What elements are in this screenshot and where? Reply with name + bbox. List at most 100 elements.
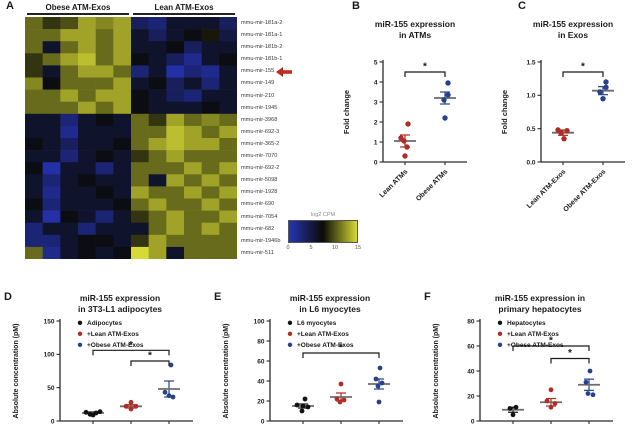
heatmap-cell — [42, 222, 61, 236]
significance-bracket — [512, 345, 590, 351]
data-point — [603, 84, 609, 91]
y-tick-label: 80 — [257, 338, 265, 345]
heatmap-cell — [113, 29, 132, 42]
data-point — [441, 97, 447, 103]
heatmap-cell — [42, 186, 61, 199]
y-tick-label: 80 — [467, 318, 475, 325]
panel-c-label: C — [518, 0, 526, 12]
data-point — [376, 399, 382, 405]
heatmap-cell — [78, 53, 96, 66]
heatmap-cell — [166, 101, 185, 115]
y-tick-label: 20 — [467, 393, 475, 400]
heatmap-cell — [201, 17, 220, 30]
heatmap-cell — [184, 113, 202, 127]
heatmap-cell — [166, 234, 185, 248]
heatmap-cell — [25, 125, 43, 139]
heatmap-group-header-obese: Obese ATM-Exos — [27, 3, 129, 15]
heatmap-cell — [131, 53, 149, 66]
panel-a-label: A — [6, 0, 14, 12]
scatter-plot-atms: 0 1 2 3 4 5 Fold change Lean ATMs Obese ATMs * — [342, 59, 467, 203]
data-point — [564, 127, 570, 134]
heatmap-cell — [201, 138, 220, 151]
heatmap-cell — [25, 29, 43, 42]
heatmap-row-label: mmu-mir-181a-1 — [241, 32, 283, 39]
heatmap-cell — [42, 210, 61, 223]
data-point — [305, 404, 311, 410]
heatmap-cell — [131, 77, 149, 90]
heatmap-cell — [166, 210, 185, 223]
data-point — [590, 392, 596, 398]
heatmap-cell — [78, 174, 96, 187]
heatmap-cell — [219, 138, 237, 151]
heatmap-cell — [113, 125, 132, 139]
legend-label: Hepatocytes — [507, 320, 546, 327]
heatmap-cell — [184, 210, 202, 223]
data-point — [377, 365, 383, 371]
heatmap-cell — [25, 150, 43, 163]
chart-title-adipocytes-line2: in 3T3-L1 adipocytes — [77, 304, 163, 315]
heatmap-cell — [60, 29, 79, 42]
y-tick-label: 1.5 — [526, 59, 535, 66]
y-tick-label: 5 — [374, 59, 378, 66]
heatmap-cell — [95, 186, 114, 199]
heatmap-cell — [184, 186, 202, 199]
heatmap-cell — [219, 29, 237, 42]
heatmap-cell — [184, 150, 202, 163]
heatmap-cell — [78, 29, 96, 42]
heatmap-cell — [184, 174, 202, 187]
data-point — [338, 381, 344, 387]
heatmap-cell — [184, 138, 202, 151]
heatmap-cell — [60, 210, 79, 223]
heatmap-cell — [113, 174, 132, 187]
heatmap-cell — [219, 174, 237, 187]
heatmap-cell — [60, 65, 79, 78]
scatter-plot-myocytes: 0 20 40 60 80 100 Absolute concentration (pM) *… — [223, 318, 403, 425]
heatmap-cell — [166, 150, 185, 163]
heatmap-cell — [60, 17, 79, 30]
heatmap-cell — [166, 162, 185, 175]
heatmap-row-label: mmu-mir-3968 — [241, 116, 278, 123]
data-point — [445, 92, 451, 98]
heatmap-cell — [201, 125, 220, 139]
panel-d-label: D — [4, 291, 12, 303]
chart-title-hepatocytes: miR-155 expression in primary hepatocyte… — [455, 293, 625, 315]
heatmap-cell — [113, 89, 132, 102]
heatmap-cell — [131, 41, 149, 54]
chart-title-exos-line1: miR-155 expression — [532, 19, 614, 29]
heatmap-cell — [95, 89, 114, 102]
heatmap-cell — [95, 65, 114, 78]
data-point — [544, 398, 550, 404]
heatmap-cell — [166, 53, 185, 66]
chart-title-atms: miR-155 expression in ATMs — [345, 19, 485, 41]
heatmap-cell — [184, 101, 202, 115]
heatmap-row-label: mmu-mir-210 — [241, 92, 275, 99]
heatmap-cell — [42, 77, 61, 90]
x-category-label: Obese ATMs — [415, 168, 449, 202]
heatmap-cell — [78, 210, 96, 223]
y-tick-label: 150 — [44, 318, 55, 325]
heatmap-cell — [148, 174, 167, 187]
data-point — [341, 397, 347, 403]
heatmap-cell — [25, 89, 43, 102]
y-axis-label: Absolute concentration (pM) — [433, 324, 440, 419]
heatmap-cell — [95, 17, 114, 30]
heatmap-cell — [42, 89, 61, 102]
heatmap-row-label: mmu-mir-692-3 — [241, 128, 280, 135]
legend-label: +Obese ATM-Exos — [297, 342, 354, 349]
heatmap-cell — [219, 41, 237, 54]
data-point — [334, 396, 340, 402]
y-tick-label: 40 — [257, 378, 265, 385]
heatmap-group-header-lean: Lean ATM-Exos — [133, 3, 235, 15]
heatmap-cell — [131, 234, 149, 248]
heatmap-cell — [148, 234, 167, 248]
heatmap-cell — [95, 29, 114, 42]
heatmap-cell — [113, 150, 132, 163]
significance-star: * — [423, 62, 427, 73]
heatmap-cell — [201, 53, 220, 66]
heatmap-cell — [113, 65, 132, 78]
heatmap-cell — [219, 246, 237, 259]
chart-title-atms-line1: miR-155 expression — [374, 19, 456, 29]
heatmap-cell — [148, 53, 167, 66]
heatmap-cell — [166, 198, 185, 211]
heatmap-row-label: mmu-mir-5098 — [241, 177, 278, 184]
